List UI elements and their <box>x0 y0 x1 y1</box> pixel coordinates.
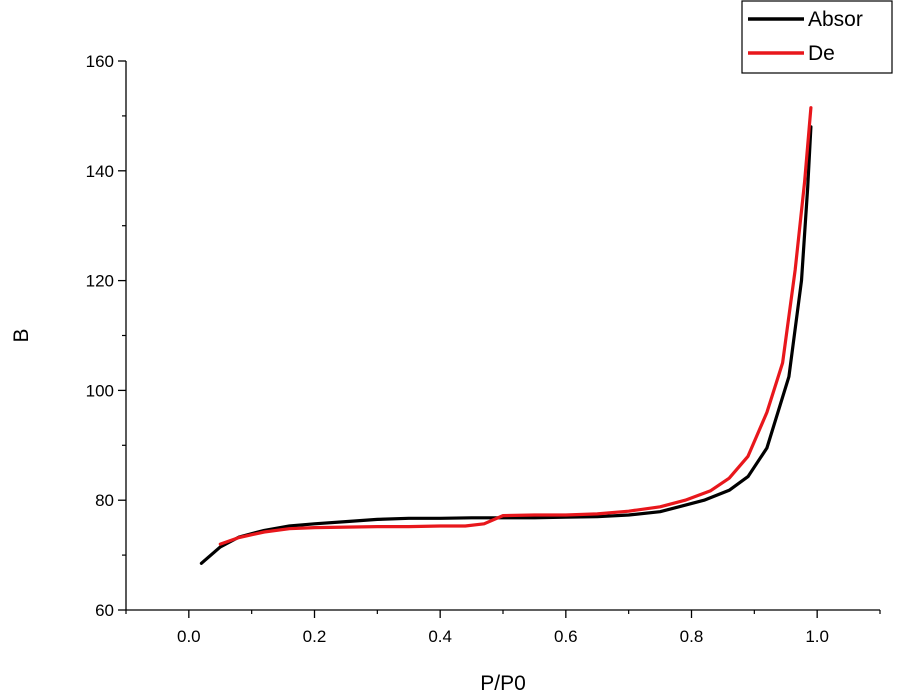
y-tick-label: 160 <box>86 52 114 71</box>
legend: Absor De <box>741 0 893 74</box>
x-tick-label: 0.8 <box>680 627 704 646</box>
y-tick-label: 60 <box>95 601 114 620</box>
y-tick-label: 100 <box>86 381 114 400</box>
x-axis-title: P/P0 <box>480 672 526 695</box>
x-tick-label: 1.0 <box>805 627 829 646</box>
series-line-de <box>218 106 813 546</box>
x-tick-label: 0.0 <box>177 627 201 646</box>
series-line-absor <box>199 125 813 565</box>
x-tick-label: 0.6 <box>554 627 578 646</box>
y-tick-label: 80 <box>95 491 114 510</box>
y-tick-label: 120 <box>86 272 114 291</box>
y-axis-title: B <box>10 328 33 342</box>
legend-label: Absor <box>808 8 863 31</box>
series-layer <box>199 106 813 565</box>
axes: 60 80 100 120 140 160 0.0 0.2 0.4 0.6 0.8 1.0 <box>86 52 881 646</box>
y-tick-label: 140 <box>86 162 114 181</box>
legend-label: De <box>808 42 835 65</box>
legend-box <box>741 0 893 74</box>
x-tick-label: 0.2 <box>303 627 327 646</box>
x-tick-label: 0.4 <box>428 627 452 646</box>
